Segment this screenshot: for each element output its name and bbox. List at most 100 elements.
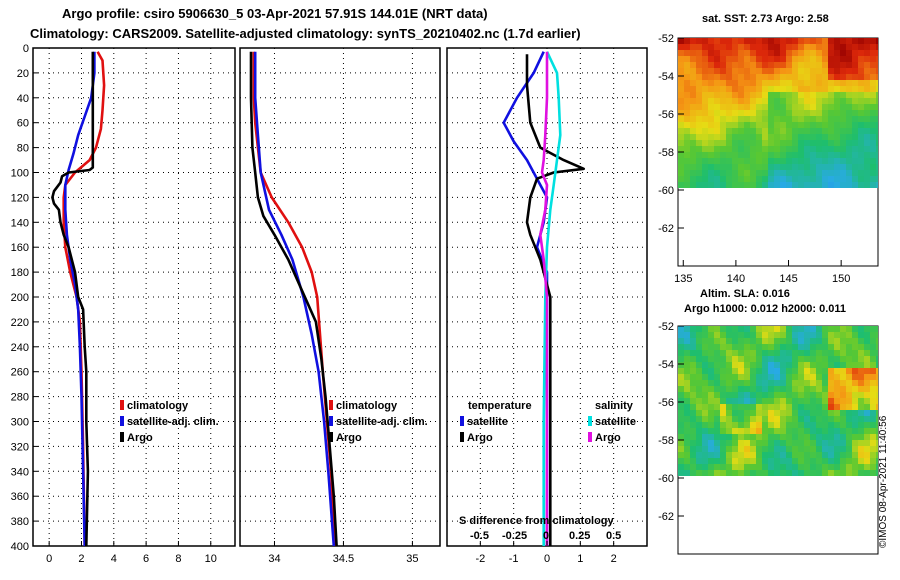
sst-cell	[690, 38, 696, 44]
sla-cell	[810, 326, 816, 332]
sst-cell	[690, 62, 696, 68]
sla-cell	[840, 434, 846, 440]
sla-cell	[738, 356, 744, 362]
sst-cell	[684, 164, 690, 170]
sla-cell	[768, 422, 774, 428]
sst-cell	[786, 182, 792, 188]
sla-cell	[828, 344, 834, 350]
sla-cell	[852, 410, 858, 416]
sla-cell	[768, 350, 774, 356]
x-tick-label: 34	[268, 553, 280, 565]
sst-cell	[720, 170, 726, 176]
sst-cell	[834, 176, 840, 182]
sst-cell	[846, 164, 852, 170]
sla-cell	[708, 380, 714, 386]
sla-cell	[876, 416, 878, 422]
sst-cell	[690, 146, 696, 152]
sst-cell	[792, 110, 798, 116]
sla-cell	[684, 416, 690, 422]
sla-cell	[750, 392, 756, 398]
sst-cell	[732, 104, 738, 110]
sla-cell	[714, 434, 720, 440]
sst-cell	[744, 92, 750, 98]
credit-text: ©IMOS 08-Apr-2021 11:40:56	[878, 415, 889, 548]
sst-cell	[804, 128, 810, 134]
sla-cell	[828, 362, 834, 368]
sla-cell	[846, 422, 852, 428]
sla-cell	[780, 350, 786, 356]
sst-cell	[828, 176, 834, 182]
sla-cell	[702, 392, 708, 398]
sla-cell	[780, 458, 786, 464]
sst-cell	[702, 110, 708, 116]
sla-cell	[864, 434, 870, 440]
sla-cell	[846, 434, 852, 440]
sla-cell	[714, 326, 720, 332]
x-tick-label: 4	[111, 553, 117, 565]
sla-cell	[852, 344, 858, 350]
sla-cell	[798, 440, 804, 446]
sla-cell	[762, 398, 768, 404]
sla-cell	[720, 404, 726, 410]
sst-cell	[852, 38, 858, 44]
sla-cell	[840, 326, 846, 332]
sst-cell	[762, 104, 768, 110]
sst-cell	[786, 80, 792, 86]
sst-cell	[708, 92, 714, 98]
sla-cell	[828, 368, 834, 374]
sst-cell	[864, 50, 870, 56]
sla-cell	[852, 464, 858, 470]
y-tick-label: 40	[17, 93, 29, 105]
series-line	[502, 51, 549, 546]
sst-cell	[678, 110, 684, 116]
sla-cell	[696, 374, 702, 380]
sla-cell	[750, 350, 756, 356]
sst-cell	[726, 134, 732, 140]
sst-cell	[714, 74, 720, 80]
sst-cell	[840, 176, 846, 182]
sst-cell	[762, 158, 768, 164]
sst-cell	[708, 128, 714, 134]
sla-cell	[864, 416, 870, 422]
sst-cell	[816, 152, 822, 158]
sla-cell	[792, 380, 798, 386]
map-y-tick-label: -56	[658, 397, 674, 409]
sst-cell	[852, 68, 858, 74]
sla-cell	[786, 368, 792, 374]
sst-cell	[726, 50, 732, 56]
sla-cell	[876, 344, 878, 350]
sst-cell	[708, 134, 714, 140]
sst-cell	[750, 164, 756, 170]
sla-cell	[870, 380, 876, 386]
sst-cell	[864, 92, 870, 98]
sst-cell	[780, 50, 786, 56]
sla-cell	[828, 332, 834, 338]
sst-cell	[762, 110, 768, 116]
sla-cell	[792, 344, 798, 350]
sst-cell	[798, 170, 804, 176]
sla-cell	[780, 446, 786, 452]
sst-cell	[798, 164, 804, 170]
sla-cell	[756, 338, 762, 344]
sst-cell	[870, 182, 876, 188]
sla-cell	[810, 392, 816, 398]
sla-cell	[876, 356, 878, 362]
sla-cell	[696, 428, 702, 434]
sla-cell	[768, 446, 774, 452]
sst-cell	[762, 92, 768, 98]
sla-cell	[792, 338, 798, 344]
sst-cell	[828, 122, 834, 128]
sla-cell	[792, 356, 798, 362]
sla-cell	[798, 452, 804, 458]
sla-cell	[876, 350, 878, 356]
sla-cell	[834, 410, 840, 416]
legend-swatch-argo-s	[329, 432, 333, 442]
sla-cell	[744, 344, 750, 350]
sla-cell	[840, 380, 846, 386]
sla-cell	[690, 428, 696, 434]
sst-cell	[810, 140, 816, 146]
sst-cell	[726, 158, 732, 164]
sla-cell	[834, 428, 840, 434]
sst-cell	[768, 158, 774, 164]
sla-cell	[702, 362, 708, 368]
